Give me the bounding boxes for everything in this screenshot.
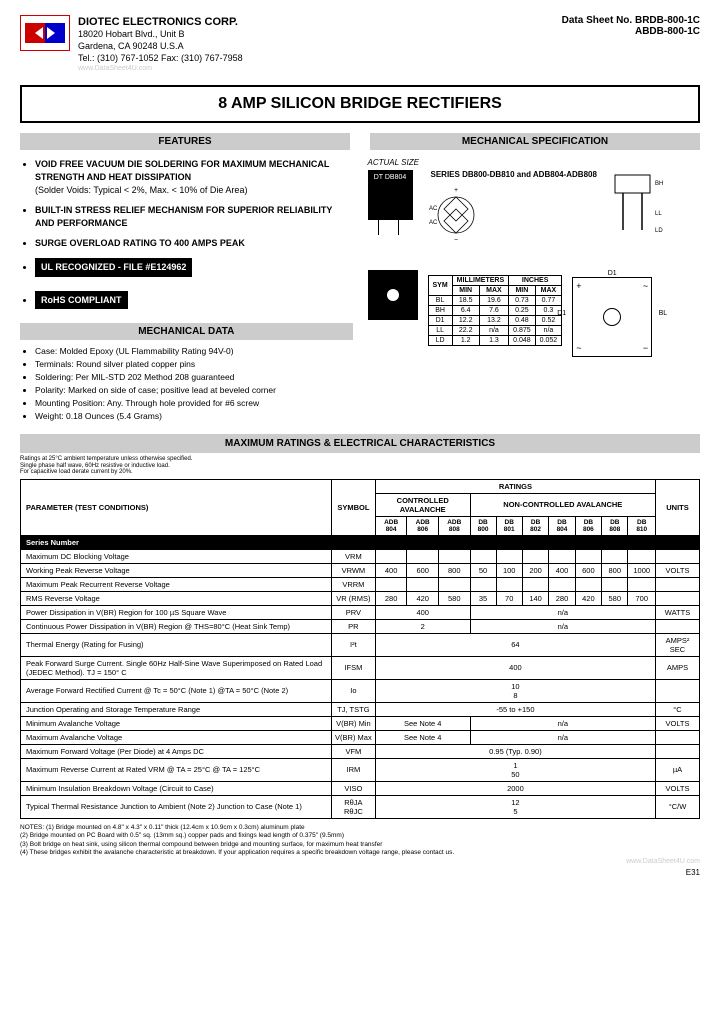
svg-text:BH: BH bbox=[655, 181, 663, 187]
page-number: E31 bbox=[20, 868, 700, 877]
mechdata-header: MECHANICAL DATA bbox=[20, 323, 353, 340]
watermark-2: www.DataSheet4U.com bbox=[626, 858, 700, 865]
datasheet-no-2: ABDB-800-1C bbox=[562, 26, 700, 37]
mech-data-item: Soldering: Per MIL-STD 202 Method 208 gu… bbox=[35, 372, 353, 382]
watermark: www.DataSheet4U.com bbox=[78, 64, 243, 73]
svg-text:+: + bbox=[454, 187, 458, 194]
address-2: Gardena, CA 90248 U.S.A bbox=[78, 41, 243, 53]
top-view-black bbox=[368, 270, 418, 320]
mech-data-item: Case: Molded Epoxy (UL Flammability Rati… bbox=[35, 346, 353, 356]
features-list: VOID FREE VACUUM DIE SOLDERING FOR MAXIM… bbox=[20, 158, 353, 250]
address-1: 18020 Hobart Blvd., Unit B bbox=[78, 29, 243, 41]
dimension-table: SYMMILLIMETERSINCHESMINMAXMINMAXBL18.519… bbox=[428, 275, 563, 346]
feature-item: BUILT-IN STRESS RELIEF MECHANISM FOR SUP… bbox=[35, 204, 353, 229]
svg-text:AC: AC bbox=[429, 206, 438, 212]
title-box: 8 AMP SILICON BRIDGE RECTIFIERS bbox=[20, 85, 700, 123]
svg-text:−: − bbox=[454, 237, 458, 244]
page-title: 8 AMP SILICON BRIDGE RECTIFIERS bbox=[30, 95, 690, 113]
mech-data-list: Case: Molded Epoxy (UL Flammability Rati… bbox=[20, 346, 353, 421]
mech-data-item: Weight: 0.18 Ounces (5.4 Grams) bbox=[35, 411, 353, 421]
chip-diagram: DT DB804 bbox=[368, 170, 413, 220]
svg-text:LL: LL bbox=[655, 211, 662, 217]
mech-data-item: Polarity: Marked on side of case; positi… bbox=[35, 385, 353, 395]
tel-fax: Tel.: (310) 767-1052 Fax: (310) 767-7958 bbox=[78, 53, 243, 65]
ul-label: UL RECOGNIZED - FILE #E124962 bbox=[35, 258, 192, 277]
ratings-table: PARAMETER (TEST CONDITIONS)SYMBOLRATINGS… bbox=[20, 479, 700, 819]
header: DIOTEC ELECTRONICS CORP. 18020 Hobart Bl… bbox=[20, 15, 700, 73]
svg-text:AC: AC bbox=[429, 220, 438, 226]
mech-data-item: Mounting Position: Any. Through hole pro… bbox=[35, 398, 353, 408]
company-logo bbox=[20, 15, 70, 51]
outline-diagram: + ~ ~ − bbox=[572, 277, 652, 357]
mechspec-header: MECHANICAL SPECIFICATION bbox=[370, 133, 700, 150]
footer-notes: NOTES: (1) Bridge mounted on 4.8" x 4.3"… bbox=[20, 824, 700, 858]
side-outline: BH LL LD bbox=[605, 170, 665, 240]
feature-item: VOID FREE VACUUM DIE SOLDERING FOR MAXIM… bbox=[35, 158, 353, 196]
series-label: SERIES DB800-DB810 and ADB804-ADB808 bbox=[431, 170, 597, 179]
actual-size-label: ACTUAL SIZE bbox=[368, 158, 701, 167]
max-ratings-header: MAXIMUM RATINGS & ELECTRICAL CHARACTERIS… bbox=[20, 434, 700, 453]
rohs-label: RoHS COMPLIANT bbox=[35, 291, 128, 310]
features-header: FEATURES bbox=[20, 133, 350, 150]
svg-text:LD: LD bbox=[655, 228, 663, 234]
feature-item: SURGE OVERLOAD RATING TO 400 AMPS PEAK bbox=[35, 237, 353, 250]
datasheet-no-1: Data Sheet No. BRDB-800-1C bbox=[562, 15, 700, 26]
bridge-schematic: AC AC + − bbox=[421, 180, 491, 250]
company-name: DIOTEC ELECTRONICS CORP. bbox=[78, 15, 243, 29]
ratings-note: Ratings at 25°C ambient temperature unle… bbox=[20, 456, 700, 476]
mech-data-item: Terminals: Round silver plated copper pi… bbox=[35, 359, 353, 369]
